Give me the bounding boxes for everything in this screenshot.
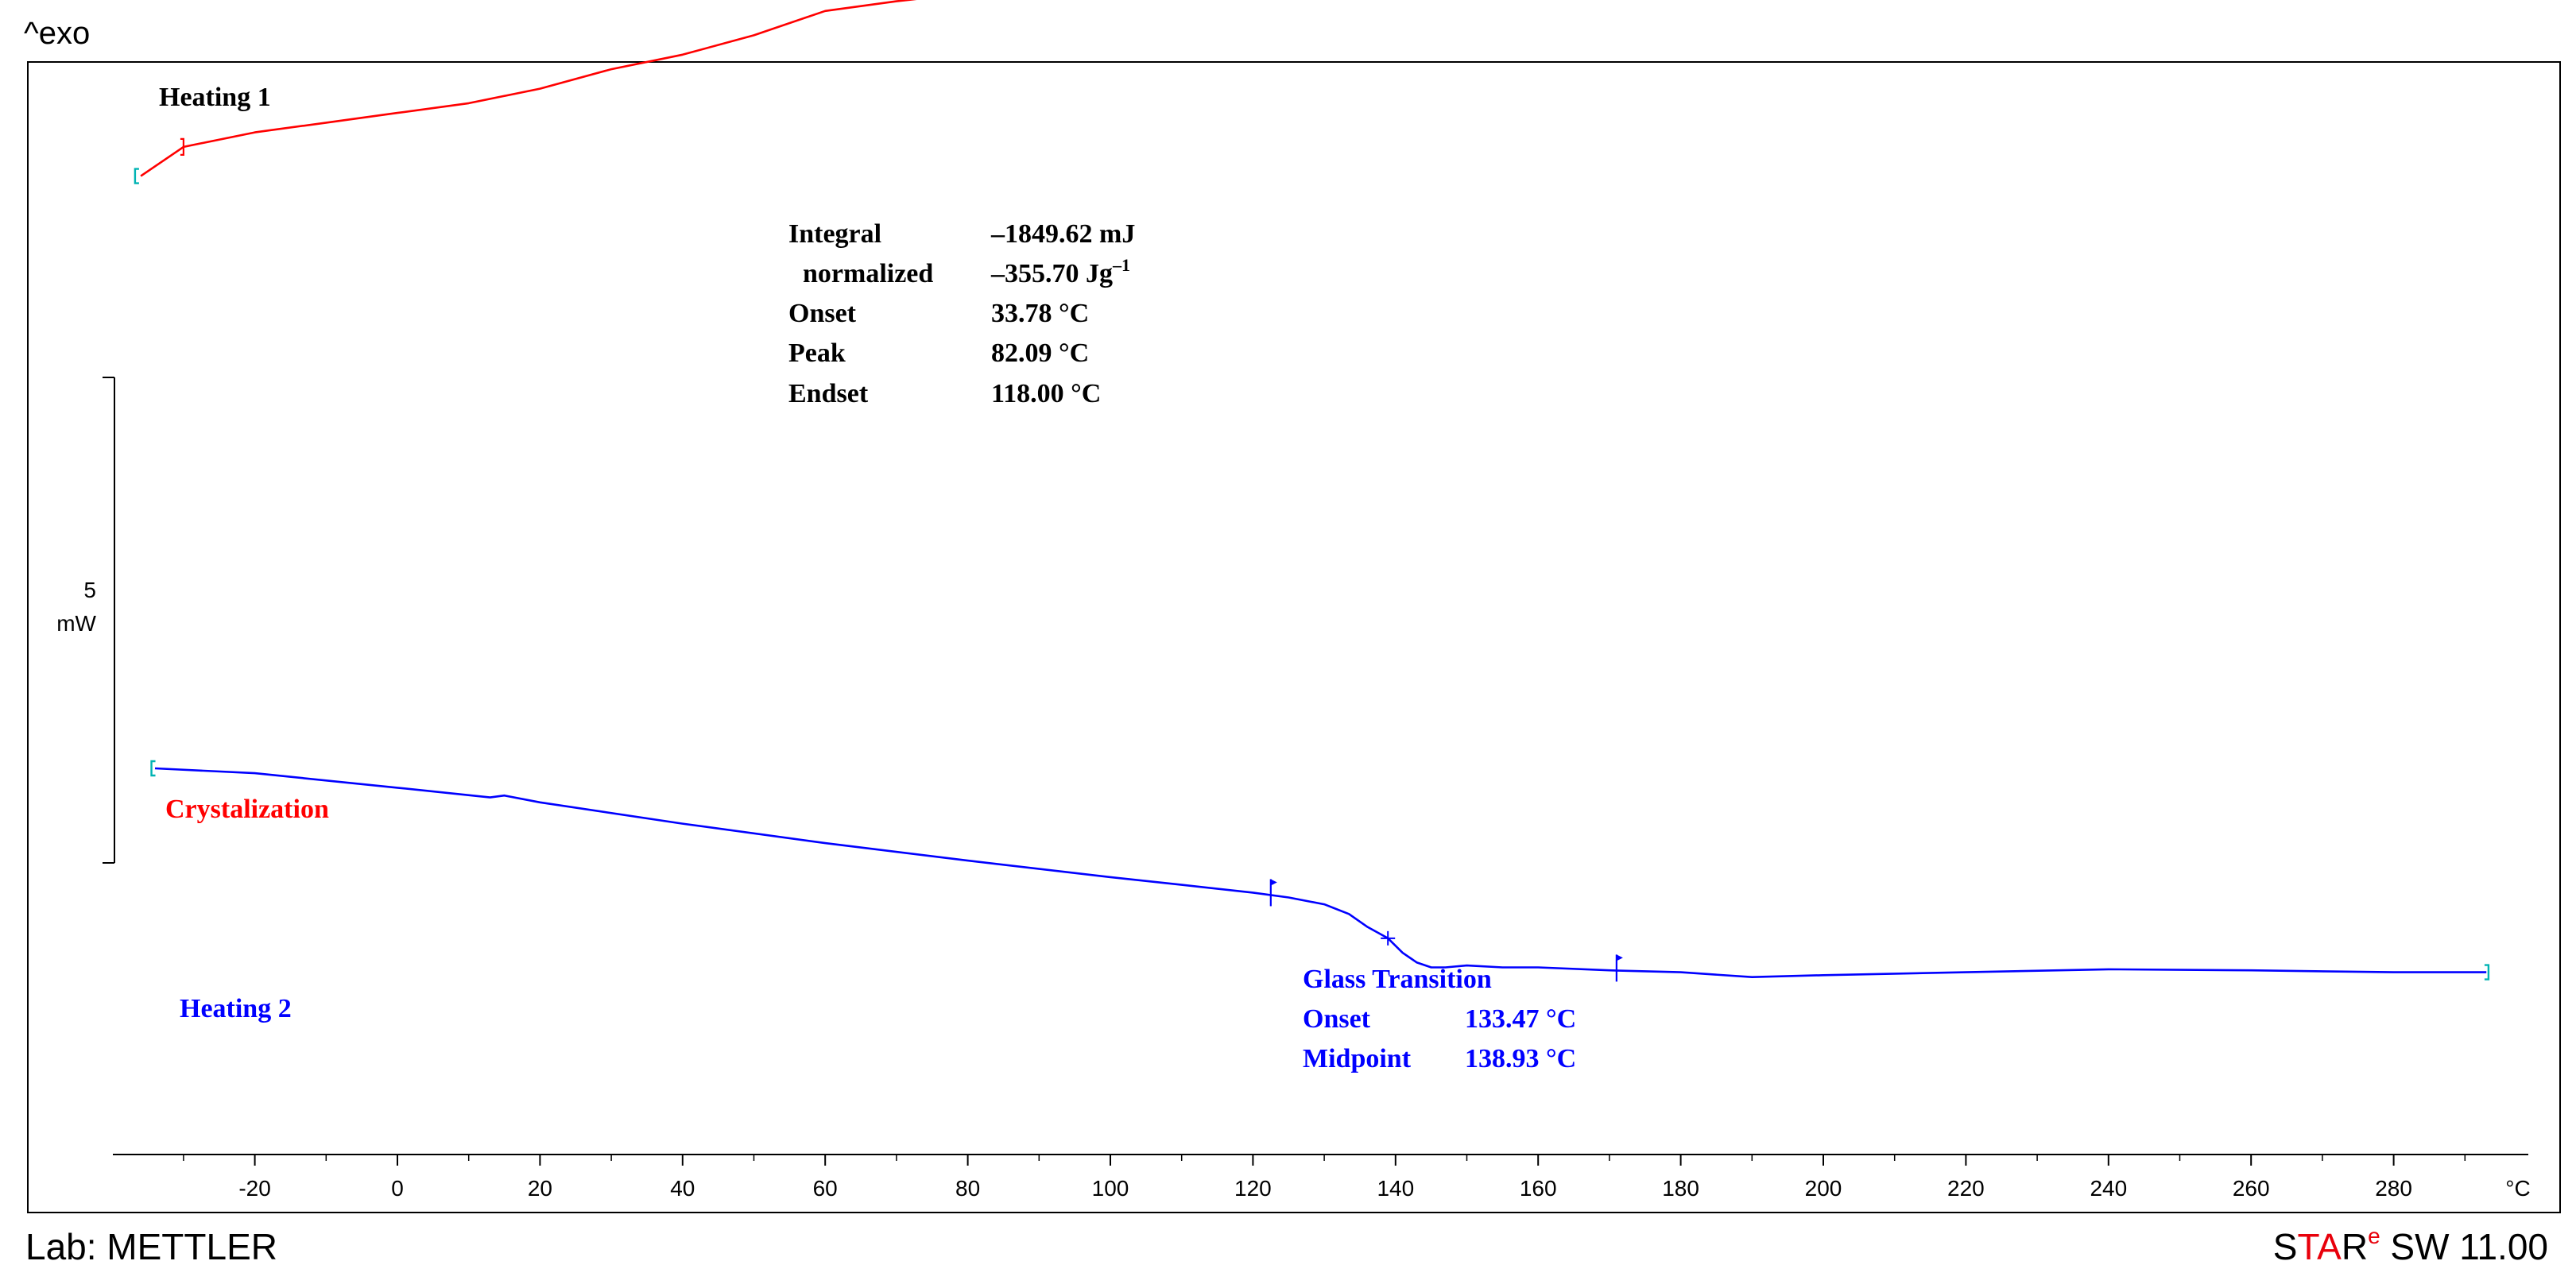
curves: [140, 0, 2487, 978]
glass-transition-annotation: Glass Transition Onset 133.47 °C Midpoin…: [1303, 965, 1576, 1073]
normalized-value: –355.70 Jg–1: [990, 255, 1130, 288]
evaluation-markers: [134, 137, 2490, 982]
normalized-value-main: –355.70 Jg: [990, 259, 1113, 288]
curve-end-bracket: [134, 168, 139, 184]
x-tick-label: 80: [955, 1176, 980, 1201]
x-tick-label: 60: [813, 1176, 838, 1201]
x-tick-label: 20: [528, 1176, 552, 1201]
gt-onset-label: Onset: [1303, 1004, 1371, 1034]
x-tick-label: 40: [670, 1176, 695, 1201]
x-axis-unit-label: °C: [2505, 1176, 2530, 1201]
integral-value: –1849.62 mJ: [990, 219, 1135, 249]
brand-s: S: [2273, 1226, 2298, 1267]
crystalization-curve: [140, 0, 917, 177]
x-tick-label: 260: [2233, 1176, 2270, 1201]
scale-bar-value: 5: [83, 578, 96, 602]
x-tick-label: 240: [2090, 1176, 2127, 1201]
integral-label: Integral: [788, 219, 881, 249]
gt-onset-value: 133.47 °C: [1465, 1004, 1576, 1034]
scale-bar: 5 mW: [56, 377, 115, 864]
exo-label: ^exo: [24, 16, 90, 51]
plot-frame: [27, 61, 2561, 1213]
x-tick-label: 160: [1520, 1176, 1557, 1201]
normalized-value-exponent: –1: [1112, 255, 1130, 275]
onset-label: Onset: [788, 299, 857, 328]
scale-bar-unit: mW: [56, 611, 96, 636]
glass-transition-limit-marker: [1270, 879, 1277, 886]
gt-midpoint-label: Midpoint: [1303, 1044, 1412, 1073]
series-label-heating-2: Heating 2: [180, 994, 292, 1023]
peak-value: 82.09 °C: [991, 338, 1089, 368]
x-tick-label: 200: [1805, 1176, 1842, 1201]
series-label-heating-1: Heating 1: [159, 83, 271, 112]
glass-transition-limit-marker: [1616, 954, 1623, 961]
x-tick-label: 120: [1234, 1176, 1272, 1201]
x-tick-label: 180: [1662, 1176, 1699, 1201]
star-software-label: STARe SW 11.00: [2273, 1224, 2548, 1267]
gt-midpoint-value: 138.93 °C: [1465, 1044, 1576, 1073]
brand-sw: SW 11.00: [2380, 1226, 2548, 1267]
endset-label: Endset: [788, 379, 869, 408]
integral-annotation: Integral –1849.62 mJ normalized –355.70 …: [788, 219, 1135, 408]
x-tick-label: 280: [2375, 1176, 2412, 1201]
endset-value: 118.00 °C: [991, 379, 1101, 408]
x-tick-label: 100: [1092, 1176, 1129, 1201]
x-tick-label: -20: [238, 1176, 270, 1201]
brand-r: R: [2342, 1226, 2368, 1267]
heating-2-curve: [154, 767, 2487, 978]
curve-end-bracket: [150, 760, 156, 777]
peak-label: Peak: [788, 338, 846, 368]
x-tick-label: 220: [1947, 1176, 1985, 1201]
curve-end-bracket: [2484, 964, 2490, 981]
crystalization-start-marker: [180, 137, 184, 157]
x-axis-ticks: -20 0 20 40 60 80 100 120 140 160 180 200 220 240 260 2…: [183, 1155, 2466, 1201]
lab-label: Lab: METTLER: [25, 1226, 277, 1267]
brand-e: e: [2368, 1224, 2380, 1248]
glass-transition-title: Glass Transition: [1303, 965, 1492, 994]
series-label-crystalization: Crystalization: [165, 795, 329, 824]
x-tick-label: 140: [1377, 1176, 1414, 1201]
brand-ta: TA: [2297, 1226, 2342, 1267]
x-tick-label: 0: [391, 1176, 404, 1201]
x-axis: -20 0 20 40 60 80 100 120 140 160 180 200 220 240 260 2…: [113, 1154, 2531, 1201]
onset-value: 33.78 °C: [991, 299, 1089, 328]
normalized-label: normalized: [803, 259, 933, 288]
